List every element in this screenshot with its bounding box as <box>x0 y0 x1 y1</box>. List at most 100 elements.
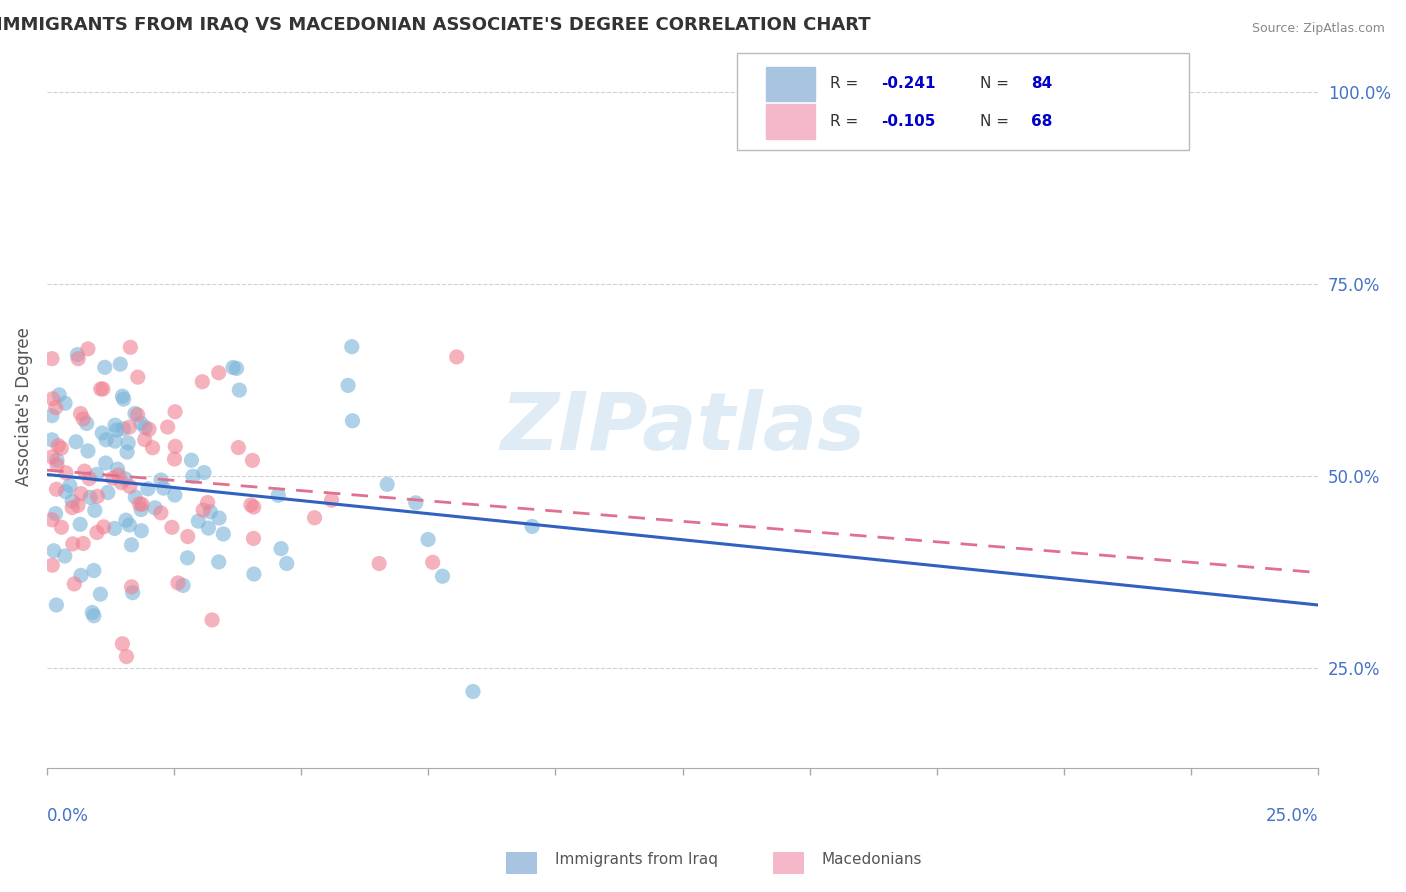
Point <box>118 518 141 533</box>
Point <box>41 409 63 423</box>
Point <box>177 530 200 544</box>
Point <box>66 499 89 513</box>
Point <box>375 477 398 491</box>
Point <box>67 351 90 366</box>
Text: 25.0%: 25.0% <box>1265 807 1319 825</box>
Point <box>45 401 67 415</box>
Point <box>70 568 93 582</box>
Point <box>422 555 444 569</box>
Point <box>83 608 105 623</box>
Point <box>165 439 187 453</box>
Point <box>200 505 222 519</box>
Point <box>48 388 70 402</box>
Text: R =: R = <box>830 77 863 92</box>
Point <box>270 541 292 556</box>
Text: 84: 84 <box>1031 77 1052 92</box>
Point <box>172 578 194 592</box>
Point <box>134 420 156 434</box>
Point <box>149 506 172 520</box>
Point <box>70 486 93 500</box>
Point <box>131 524 153 538</box>
Point <box>104 418 127 433</box>
Point <box>127 408 149 422</box>
Point <box>127 370 149 384</box>
Point <box>83 503 105 517</box>
Point <box>82 606 104 620</box>
Point <box>86 489 108 503</box>
Point <box>94 433 117 447</box>
Point <box>197 495 219 509</box>
Point <box>83 564 105 578</box>
Text: -0.105: -0.105 <box>882 114 935 129</box>
Text: IMMIGRANTS FROM IRAQ VS MACEDONIAN ASSOCIATE'S DEGREE CORRELATION CHART: IMMIGRANTS FROM IRAQ VS MACEDONIAN ASSOC… <box>0 15 870 33</box>
Point <box>120 538 142 552</box>
Point <box>115 513 138 527</box>
Point <box>69 517 91 532</box>
Point <box>93 520 115 534</box>
Point <box>208 366 231 380</box>
Point <box>124 407 146 421</box>
Point <box>368 557 391 571</box>
Point <box>55 484 77 499</box>
Point <box>181 469 204 483</box>
Point <box>73 464 96 478</box>
Point <box>156 420 179 434</box>
Point <box>124 490 146 504</box>
Text: N =: N = <box>980 114 1014 129</box>
Point <box>131 497 153 511</box>
Point <box>41 450 63 464</box>
Point <box>191 375 214 389</box>
Point <box>243 567 266 582</box>
Point <box>446 350 468 364</box>
Point <box>59 478 82 492</box>
Point <box>432 569 454 583</box>
Point <box>267 488 290 502</box>
Point <box>136 482 159 496</box>
Point <box>46 453 69 467</box>
Text: 68: 68 <box>1031 114 1052 129</box>
Point <box>461 684 484 698</box>
Point <box>107 462 129 476</box>
Point <box>112 422 135 436</box>
Point <box>77 444 100 458</box>
Y-axis label: Associate's Degree: Associate's Degree <box>15 327 32 486</box>
Point <box>167 576 190 591</box>
Point <box>115 649 138 664</box>
Point <box>63 577 86 591</box>
Point <box>62 537 84 551</box>
Point <box>212 527 235 541</box>
Point <box>150 473 173 487</box>
Point <box>104 434 127 449</box>
Point <box>104 521 127 535</box>
Point <box>129 502 152 516</box>
Point <box>242 532 264 546</box>
Text: -0.241: -0.241 <box>882 77 935 92</box>
Point <box>117 436 139 450</box>
Point <box>276 557 298 571</box>
Point <box>89 587 111 601</box>
Point <box>41 433 63 447</box>
Point <box>208 555 231 569</box>
Point <box>46 439 69 453</box>
Point <box>228 441 250 455</box>
Point <box>242 500 264 514</box>
Point <box>86 525 108 540</box>
Point <box>187 514 209 528</box>
FancyBboxPatch shape <box>737 53 1188 151</box>
Point <box>45 482 67 496</box>
Point <box>180 453 202 467</box>
Point <box>176 550 198 565</box>
Point <box>321 493 343 508</box>
Point <box>94 360 117 375</box>
Point <box>304 510 326 524</box>
Point <box>101 471 124 485</box>
Point <box>66 348 89 362</box>
Point <box>111 389 134 403</box>
Point <box>197 521 219 535</box>
Point <box>193 503 215 517</box>
Point <box>45 507 67 521</box>
Point <box>41 513 63 527</box>
Point <box>160 520 183 534</box>
Text: Immigrants from Iraq: Immigrants from Iraq <box>555 852 718 867</box>
Point <box>46 458 69 472</box>
